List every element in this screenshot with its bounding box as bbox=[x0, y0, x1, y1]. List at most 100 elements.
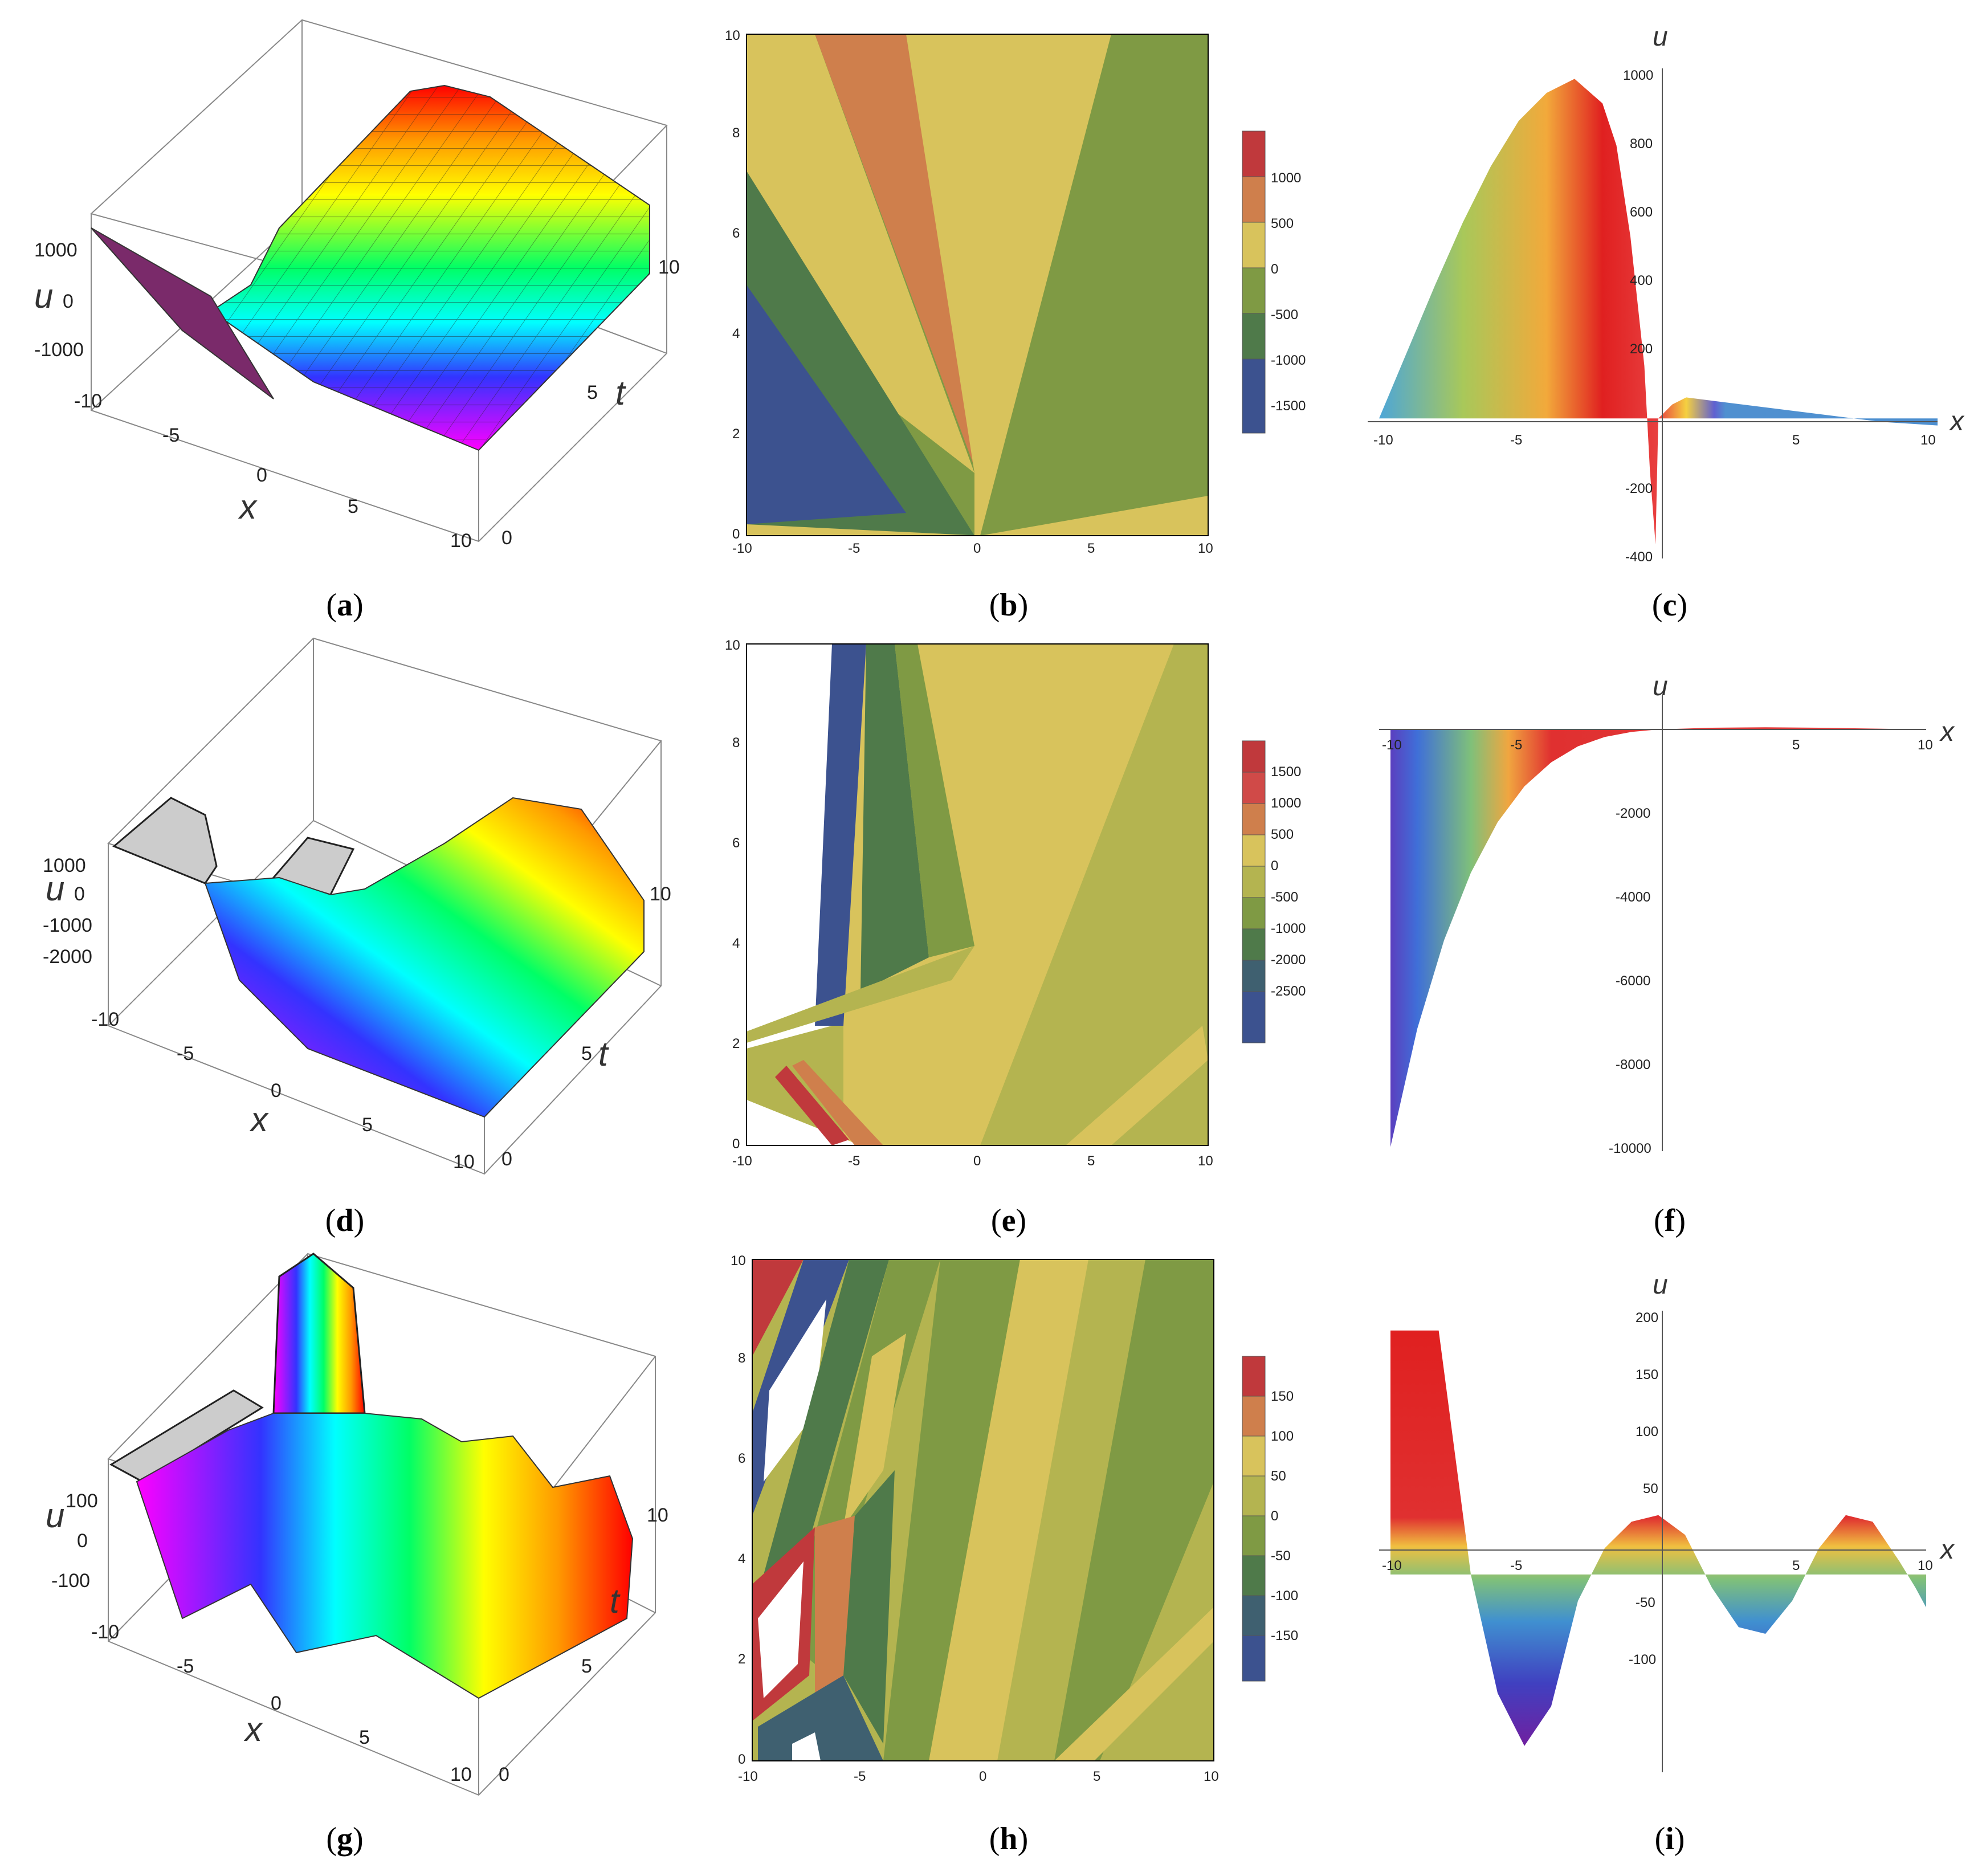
legend-b-5: -1500 bbox=[1271, 398, 1306, 414]
x-tick-i-0: -10 bbox=[1382, 1558, 1402, 1573]
x-tick-f-2: 5 bbox=[1792, 737, 1800, 753]
x-tick-e-3: 5 bbox=[1087, 1153, 1095, 1169]
line-plot-i: x u -10 -5 5 10 200 150 100 50 -50 -100 bbox=[1379, 1270, 1955, 1772]
y-tick-c-2: 600 bbox=[1630, 205, 1653, 220]
y-axis-label-i: u bbox=[1653, 1270, 1668, 1300]
x-axis-label-i: x bbox=[1939, 1535, 1955, 1565]
y-tick-f-3: -8000 bbox=[1616, 1057, 1650, 1072]
x-tick-e-1: -5 bbox=[848, 1153, 860, 1169]
y-tick-e-5: 10 bbox=[725, 638, 740, 653]
x-tick-g-1: -5 bbox=[177, 1655, 194, 1677]
u-tick-g-2: -100 bbox=[51, 1570, 90, 1592]
legend-e-2: 500 bbox=[1271, 827, 1294, 842]
t-tick-d-1: 5 bbox=[581, 1043, 592, 1065]
u-axis-label-d: u bbox=[46, 870, 64, 908]
caption-f: (f) bbox=[1654, 1203, 1686, 1238]
x-tick-a-1: -5 bbox=[162, 425, 180, 446]
legend-h-0: 150 bbox=[1271, 1389, 1294, 1404]
surface-plot-d: u 1000 0 -1000 -2000 -10 -5 0 5 10 x 0 5… bbox=[43, 637, 671, 1175]
legend-e: 1500 1000 500 0 -500 -1000 -2000 -2500 bbox=[1242, 740, 1306, 1043]
u-tick-d-2: -1000 bbox=[43, 915, 92, 936]
u-axis-label-g: u bbox=[46, 1496, 64, 1535]
area-series-i bbox=[1390, 1330, 1926, 1746]
y-tick-b-0: 0 bbox=[732, 527, 740, 542]
u-tick-d-0: 1000 bbox=[43, 855, 86, 876]
y-tick-e-1: 2 bbox=[732, 1036, 740, 1051]
area-series-c bbox=[1379, 79, 1938, 545]
legend-h-4: -50 bbox=[1271, 1548, 1291, 1564]
y-tick-c-1: 800 bbox=[1630, 136, 1653, 152]
x-tick-a-2: 0 bbox=[256, 464, 267, 486]
legend-b-2: 0 bbox=[1271, 262, 1278, 277]
legend-e-6: -2000 bbox=[1271, 952, 1306, 968]
t-tick-g-2: 10 bbox=[647, 1504, 668, 1526]
panel-d-surface: u 1000 0 -1000 -2000 -10 -5 0 5 10 x 0 5… bbox=[11, 627, 671, 1197]
u-tick-a-0: 1000 bbox=[34, 239, 78, 261]
legend-e-3: 0 bbox=[1271, 858, 1278, 874]
x-tick-h-4: 10 bbox=[1204, 1769, 1219, 1784]
y-tick-h-5: 10 bbox=[731, 1253, 746, 1269]
x-axis-label-c: x bbox=[1949, 406, 1965, 437]
x-tick-h-3: 5 bbox=[1093, 1769, 1100, 1784]
x-tick-b-0: -10 bbox=[732, 541, 752, 556]
panel-i-line: x u -10 -5 5 10 200 150 100 50 -50 -100 bbox=[1356, 1242, 1972, 1812]
x-tick-b-1: -5 bbox=[848, 541, 860, 556]
y-tick-c-5: -200 bbox=[1625, 481, 1653, 496]
t-tick-g-1: 5 bbox=[581, 1655, 592, 1677]
legend-e-1: 1000 bbox=[1271, 796, 1301, 811]
x-tick-g-4: 10 bbox=[450, 1764, 472, 1785]
surface-plot-a: u 1000 0 -1000 -10 -5 0 5 10 x 0 5 10 t bbox=[34, 19, 680, 552]
x-tick-g-0: -10 bbox=[91, 1621, 119, 1643]
t-tick-d-0: 0 bbox=[501, 1148, 512, 1170]
x-axis-label-d: x bbox=[249, 1100, 269, 1139]
x-tick-b-2: 0 bbox=[973, 541, 981, 556]
x-tick-d-0: -10 bbox=[91, 1009, 119, 1030]
legend-b-4: -1000 bbox=[1271, 353, 1306, 368]
legend-e-5: -1000 bbox=[1271, 921, 1306, 936]
caption-a: (a) bbox=[326, 588, 364, 623]
legend-h-6: -150 bbox=[1271, 1628, 1298, 1643]
y-tick-h-2: 4 bbox=[738, 1551, 745, 1567]
u-axis-label-a: u bbox=[34, 277, 53, 315]
area-series-f bbox=[1390, 727, 1926, 1147]
panel-e-contour: 1500 1000 500 0 -500 -1000 -2000 -2500 -… bbox=[701, 627, 1316, 1197]
legend-h-1: 100 bbox=[1271, 1429, 1294, 1444]
contour-plot-b: 1000 500 0 -500 -1000 -1500 -10 -5 0 5 1… bbox=[725, 28, 1306, 556]
t-axis-label-d: t bbox=[598, 1035, 609, 1073]
surface-plot-g: u 100 0 -100 -10 -5 0 5 10 x 0 5 10 t bbox=[46, 1253, 668, 1796]
x-tick-d-4: 10 bbox=[453, 1151, 475, 1173]
y-tick-c-0: 1000 bbox=[1623, 68, 1653, 83]
line-plot-c: x u -10 -5 5 10 1000 800 600 400 200 -20… bbox=[1368, 22, 1965, 565]
x-tick-h-2: 0 bbox=[979, 1769, 986, 1784]
u-tick-a-1: 0 bbox=[63, 291, 74, 312]
y-tick-i-1: 150 bbox=[1636, 1367, 1658, 1382]
y-tick-h-0: 0 bbox=[738, 1752, 745, 1767]
y-tick-b-3: 6 bbox=[732, 226, 740, 241]
y-axis-label-c: u bbox=[1653, 22, 1668, 52]
contour-plot-e: 1500 1000 500 0 -500 -1000 -2000 -2500 -… bbox=[725, 638, 1306, 1169]
x-tick-c-3: 10 bbox=[1920, 433, 1936, 448]
x-tick-f-1: -5 bbox=[1510, 737, 1522, 753]
y-tick-h-3: 6 bbox=[738, 1451, 745, 1466]
x-axis-label-f: x bbox=[1939, 717, 1955, 747]
y-tick-f-4: -10000 bbox=[1609, 1141, 1651, 1156]
x-tick-i-2: 5 bbox=[1792, 1558, 1800, 1573]
y-tick-e-0: 0 bbox=[732, 1136, 740, 1152]
y-tick-b-2: 4 bbox=[732, 326, 740, 341]
surface-d bbox=[204, 797, 645, 1118]
caption-c: (c) bbox=[1651, 588, 1688, 623]
x-tick-a-0: -10 bbox=[74, 390, 102, 412]
y-tick-f-1: -4000 bbox=[1616, 890, 1650, 905]
x-tick-e-0: -10 bbox=[732, 1153, 752, 1169]
caption-d: (d) bbox=[325, 1203, 365, 1238]
caption-e: (e) bbox=[990, 1203, 1027, 1238]
x-tick-c-1: -5 bbox=[1510, 433, 1522, 448]
legend-h-5: -100 bbox=[1271, 1588, 1298, 1604]
y-tick-i-3: 50 bbox=[1643, 1481, 1658, 1496]
x-axis-label-a: x bbox=[238, 488, 258, 526]
t-tick-g-0: 0 bbox=[499, 1764, 509, 1785]
y-tick-c-3: 400 bbox=[1630, 273, 1653, 288]
y-tick-b-5: 10 bbox=[725, 28, 740, 43]
x-tick-h-0: -10 bbox=[738, 1769, 758, 1784]
x-tick-a-3: 5 bbox=[348, 496, 358, 517]
